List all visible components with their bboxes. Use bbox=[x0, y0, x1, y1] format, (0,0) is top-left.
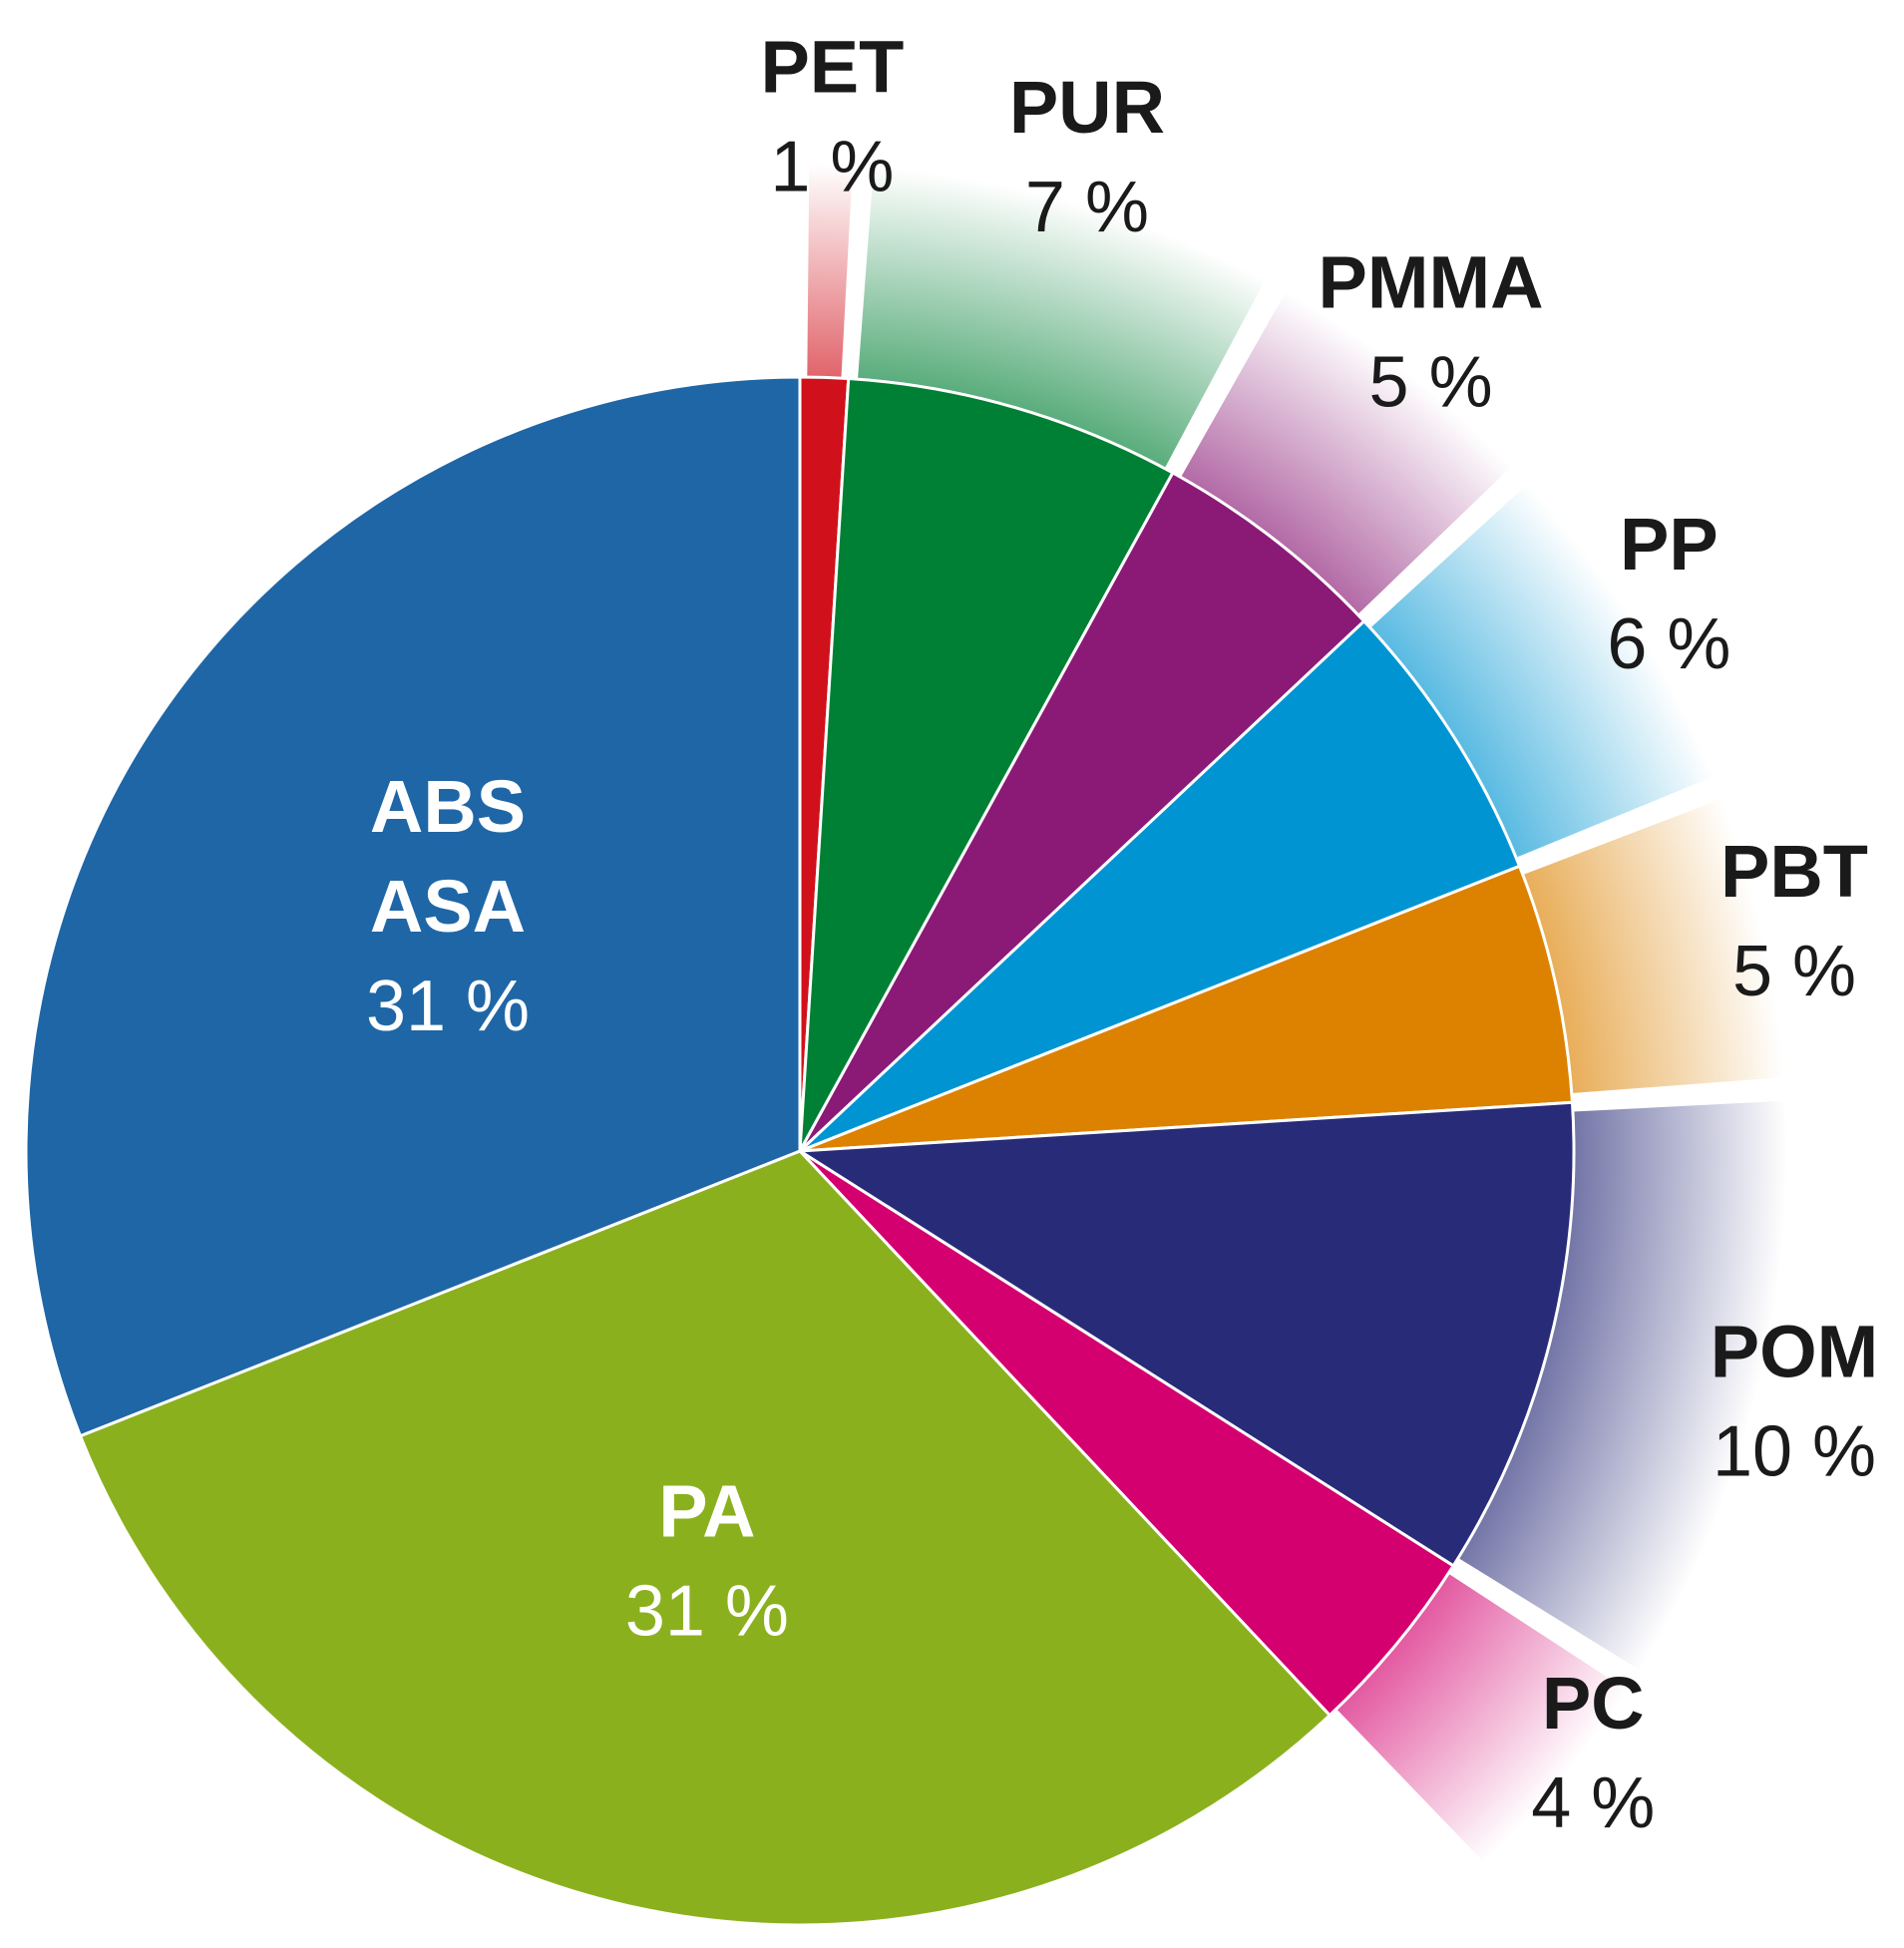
labels: PET 1 % PUR 7 % PMMA 5 % PP 6 % PBT 5 % POM 10 % PC 4… bbox=[366, 25, 1878, 1843]
category-label: ABS ASA bbox=[370, 765, 526, 948]
slice bbox=[795, 1100, 1576, 1568]
category-label: PET bbox=[760, 25, 904, 108]
slice-glow bbox=[1521, 798, 1785, 1094]
category-label: PUR bbox=[1009, 65, 1165, 148]
slice bbox=[798, 470, 1366, 1153]
slice-glow bbox=[1179, 291, 1512, 616]
category-label: PP bbox=[1620, 503, 1718, 585]
slice-glow bbox=[1334, 1572, 1628, 1863]
slice bbox=[799, 864, 1575, 1153]
value-label: 7 % bbox=[1025, 168, 1149, 247]
slice bbox=[798, 618, 1522, 1153]
slice-glow bbox=[1456, 1100, 1788, 1671]
category-label: PC bbox=[1542, 1662, 1645, 1745]
slice bbox=[798, 1149, 1456, 1718]
value-label: 6 % bbox=[1607, 604, 1730, 684]
value-label: 1 % bbox=[770, 127, 894, 206]
glows bbox=[807, 164, 1788, 1863]
slice-glow bbox=[1368, 484, 1714, 859]
category-label: PBT bbox=[1720, 829, 1868, 912]
slice-glow bbox=[807, 164, 853, 381]
slices bbox=[24, 375, 1576, 1927]
value-label: 10 % bbox=[1713, 1412, 1876, 1492]
slice bbox=[78, 1149, 1333, 1927]
slice bbox=[798, 376, 1175, 1152]
value-label: 5 % bbox=[1369, 343, 1493, 423]
value-label: 31 % bbox=[366, 967, 530, 1046]
category-label: POM bbox=[1711, 1310, 1879, 1392]
category-label: PMMA bbox=[1319, 240, 1544, 323]
value-label: 5 % bbox=[1732, 932, 1856, 1011]
slice bbox=[24, 375, 802, 1438]
value-label: 31 % bbox=[625, 1572, 789, 1652]
value-label: 4 % bbox=[1531, 1763, 1655, 1843]
category-label: PA bbox=[658, 1469, 755, 1552]
